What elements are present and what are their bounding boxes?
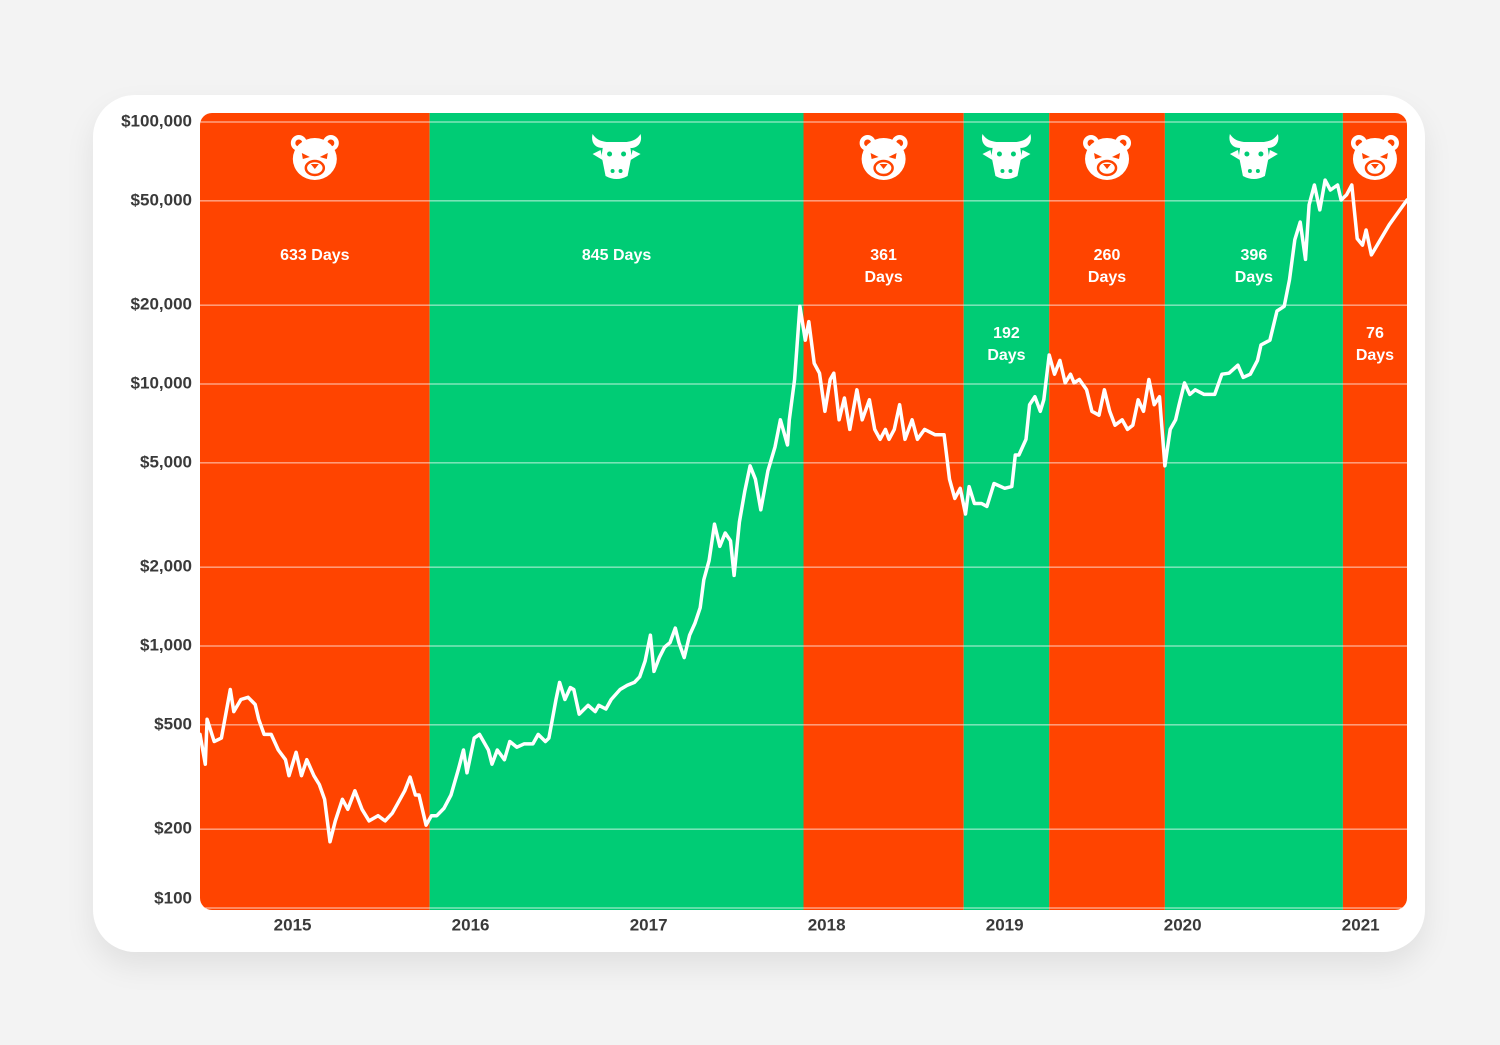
bull-icon — [1229, 134, 1279, 179]
icon-part — [1010, 151, 1016, 157]
icon-part — [1085, 138, 1130, 180]
icon-part — [1247, 169, 1252, 173]
y-tick-label: $50,000 — [131, 190, 192, 209]
bear-icon — [1083, 135, 1132, 180]
icon-part — [607, 151, 613, 157]
period-label: 396 Days — [1234, 247, 1274, 286]
x-tick-label: 2017 — [630, 915, 668, 934]
y-tick-label: $10,000 — [131, 373, 192, 392]
icon-part — [1103, 164, 1112, 169]
y-tick-label: $200 — [154, 819, 192, 838]
y-tick-label: $100 — [154, 888, 192, 907]
x-tick-label: 2019 — [986, 915, 1024, 934]
period-band — [803, 113, 964, 910]
period-band — [963, 113, 1050, 910]
icon-part — [1000, 169, 1005, 173]
y-tick-label: $100,000 — [121, 111, 192, 130]
period-label: 192 Days — [987, 325, 1026, 364]
period-band — [1049, 113, 1165, 910]
icon-part — [1352, 138, 1397, 180]
icon-part — [610, 169, 615, 173]
plot-area — [200, 113, 1407, 910]
icon-part — [1255, 169, 1260, 173]
icon-part — [1364, 159, 1386, 177]
icon-part — [292, 138, 337, 180]
bear-icon — [859, 135, 908, 180]
icon-part — [1244, 151, 1250, 157]
icon-part — [1094, 153, 1121, 159]
icon-part — [1096, 159, 1118, 177]
period-label: 633 Days — [280, 247, 350, 264]
period-label: 361 Days — [864, 247, 903, 286]
y-tick-label: $20,000 — [131, 295, 192, 314]
x-tick-label: 2015 — [274, 915, 312, 934]
period-label: 845 Days — [581, 247, 652, 264]
icon-part — [304, 159, 326, 177]
icon-part — [873, 159, 894, 177]
y-tick-label: $1,000 — [140, 635, 192, 654]
icon-part — [601, 142, 632, 179]
icon-part — [618, 169, 623, 173]
icon-part — [301, 153, 328, 159]
price-line — [200, 178, 1407, 844]
y-tick-label: $2,000 — [140, 557, 192, 576]
icon-part — [879, 164, 888, 169]
icon-part — [1008, 169, 1013, 173]
bull-icon — [981, 134, 1031, 179]
period-label: 260 Days — [1087, 247, 1127, 286]
icon-part — [996, 151, 1002, 157]
icon-part — [1238, 142, 1269, 179]
icon-part — [1370, 164, 1379, 169]
period-band — [1342, 113, 1407, 910]
period-band — [200, 113, 430, 910]
bear-icon — [1350, 135, 1399, 180]
bear-icon — [290, 135, 339, 180]
x-tick-label: 2021 — [1342, 915, 1380, 934]
bull-icon — [592, 134, 642, 179]
x-tick-label: 2020 — [1164, 915, 1202, 934]
period-label: 76 Days — [1355, 325, 1395, 364]
period-band — [429, 113, 804, 910]
icon-part — [310, 164, 319, 169]
icon-part — [861, 138, 906, 180]
icon-part — [991, 142, 1022, 179]
x-tick-label: 2018 — [808, 915, 846, 934]
y-tick-label: $5,000 — [140, 452, 192, 471]
period-band — [1164, 113, 1343, 910]
x-tick-label: 2016 — [452, 915, 490, 934]
icon-part — [1258, 151, 1264, 157]
icon-part — [870, 153, 897, 159]
icon-part — [1361, 153, 1388, 159]
y-tick-label: $500 — [154, 714, 192, 733]
icon-part — [621, 151, 627, 157]
